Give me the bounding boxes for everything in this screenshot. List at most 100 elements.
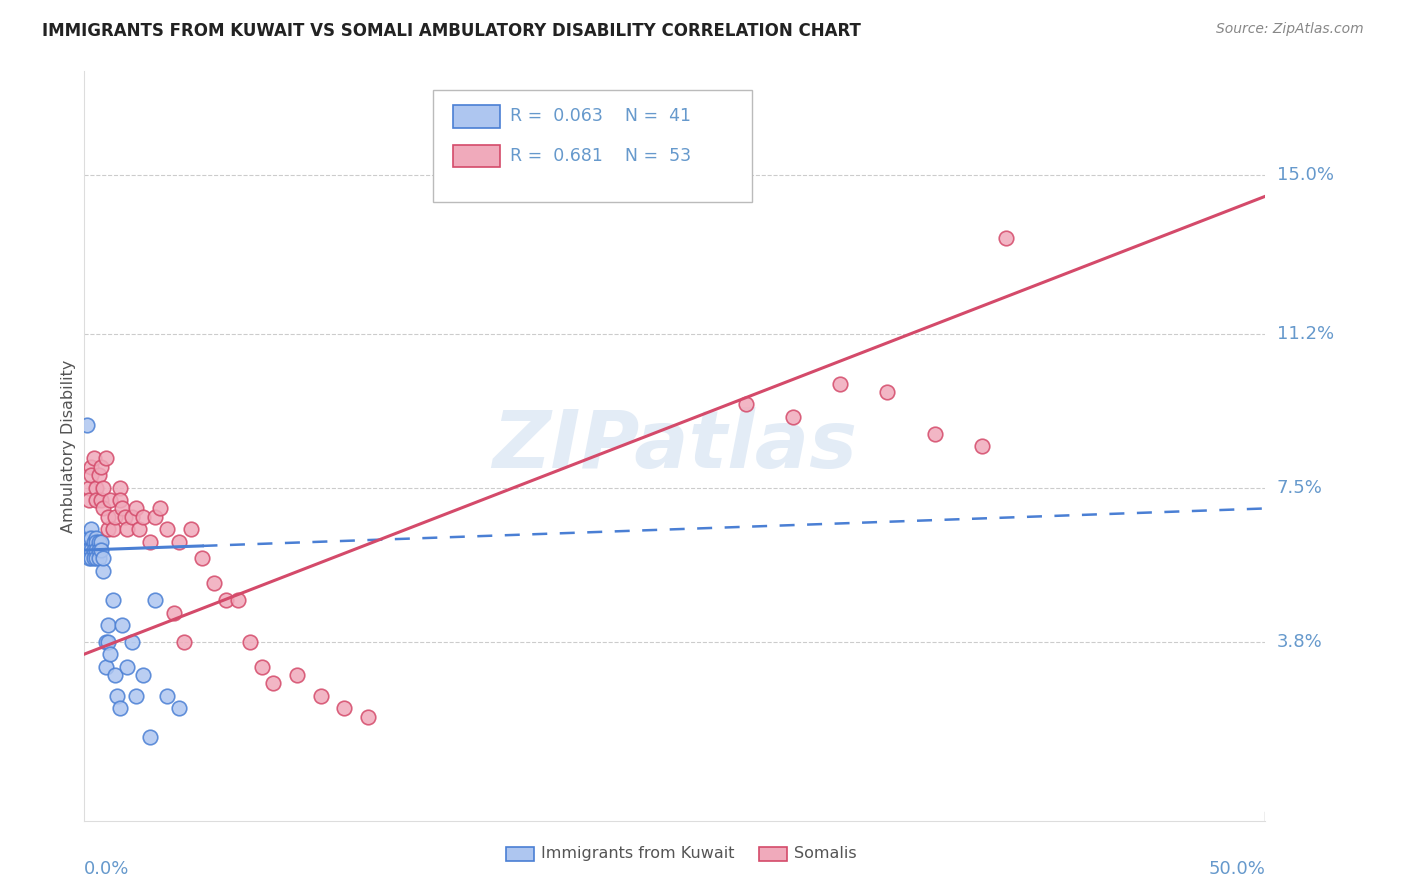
Point <box>77 493 100 508</box>
Text: 50.0%: 50.0% <box>1209 860 1265 878</box>
Point <box>84 551 107 566</box>
Point <box>83 543 105 558</box>
Point <box>80 459 103 474</box>
Point <box>163 606 186 620</box>
Point <box>994 231 1017 245</box>
Point <box>167 534 190 549</box>
Point <box>91 501 114 516</box>
Point <box>115 522 138 536</box>
Point <box>115 659 138 673</box>
Point <box>139 534 162 549</box>
Point <box>84 534 107 549</box>
Point <box>156 522 179 536</box>
Point <box>139 731 162 745</box>
Point <box>80 468 103 483</box>
Point <box>108 493 131 508</box>
Text: 7.5%: 7.5% <box>1277 479 1323 497</box>
Point <box>970 439 993 453</box>
Point <box>101 522 124 536</box>
FancyBboxPatch shape <box>453 145 501 168</box>
Text: 0.0%: 0.0% <box>84 860 129 878</box>
Point <box>91 564 114 578</box>
Point <box>226 593 249 607</box>
Point <box>262 676 284 690</box>
Point <box>80 531 103 545</box>
Point <box>83 551 105 566</box>
Point <box>128 522 150 536</box>
Point <box>108 481 131 495</box>
Point <box>90 534 112 549</box>
Point <box>77 543 100 558</box>
Text: 11.2%: 11.2% <box>1277 325 1334 343</box>
Point <box>202 576 225 591</box>
Point <box>121 509 143 524</box>
Point <box>84 531 107 545</box>
Point <box>83 534 105 549</box>
Point <box>87 468 110 483</box>
Point <box>84 543 107 558</box>
Point <box>156 689 179 703</box>
Point <box>97 634 120 648</box>
Point <box>77 551 100 566</box>
Point <box>90 493 112 508</box>
Point <box>84 493 107 508</box>
Text: ZIPatlas: ZIPatlas <box>492 407 858 485</box>
Point <box>782 409 804 424</box>
Point <box>114 509 136 524</box>
Point <box>239 634 262 648</box>
Point <box>173 634 195 648</box>
Text: R =  0.681    N =  53: R = 0.681 N = 53 <box>509 147 690 165</box>
Point <box>104 668 127 682</box>
Y-axis label: Ambulatory Disability: Ambulatory Disability <box>60 359 76 533</box>
Point <box>84 481 107 495</box>
Point <box>132 668 155 682</box>
Point <box>107 689 129 703</box>
Point <box>80 551 103 566</box>
Point <box>77 481 100 495</box>
Point <box>924 426 946 441</box>
Text: Source: ZipAtlas.com: Source: ZipAtlas.com <box>1216 22 1364 37</box>
Point <box>80 543 103 558</box>
Point <box>180 522 202 536</box>
Point <box>101 593 124 607</box>
Point <box>98 493 121 508</box>
Point <box>98 647 121 661</box>
Point <box>250 659 273 673</box>
Text: 15.0%: 15.0% <box>1277 167 1333 185</box>
Point <box>309 689 332 703</box>
Point <box>94 451 117 466</box>
Point <box>97 618 120 632</box>
Text: Immigrants from Kuwait: Immigrants from Kuwait <box>541 847 735 861</box>
FancyBboxPatch shape <box>453 105 501 128</box>
Point <box>80 522 103 536</box>
Text: R =  0.063    N =  41: R = 0.063 N = 41 <box>509 107 690 125</box>
Point <box>87 543 110 558</box>
Point <box>77 531 100 545</box>
Point <box>104 509 127 524</box>
Point <box>125 501 148 516</box>
Point <box>91 481 114 495</box>
Text: 3.8%: 3.8% <box>1277 632 1322 650</box>
Point <box>111 618 134 632</box>
Point <box>143 593 166 607</box>
Point <box>830 376 852 391</box>
Point <box>215 593 238 607</box>
Point <box>97 509 120 524</box>
Point <box>87 534 110 549</box>
Point <box>191 551 214 566</box>
Point <box>167 701 190 715</box>
Point <box>108 701 131 715</box>
Point <box>285 668 308 682</box>
Point <box>734 397 756 411</box>
Point <box>143 509 166 524</box>
Point <box>87 551 110 566</box>
Point <box>94 659 117 673</box>
Point <box>76 543 98 558</box>
Point <box>876 384 898 399</box>
Point <box>83 451 105 466</box>
Point <box>94 634 117 648</box>
Text: Somalis: Somalis <box>794 847 858 861</box>
Point <box>121 634 143 648</box>
Point <box>90 543 112 558</box>
Point <box>76 418 98 433</box>
